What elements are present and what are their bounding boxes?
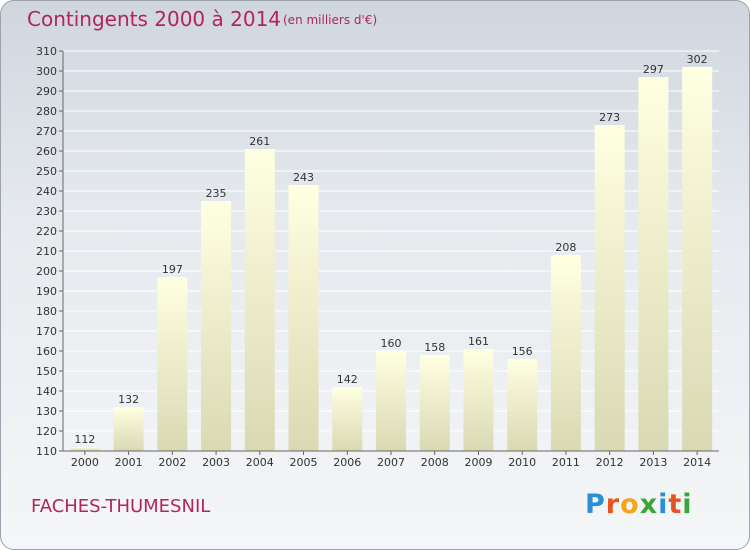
brand-letter: r bbox=[605, 489, 621, 520]
y-tick-label: 120 bbox=[36, 425, 57, 438]
data-label: 197 bbox=[162, 263, 183, 276]
brand-letter: x bbox=[639, 489, 659, 520]
brand-letter: i bbox=[682, 489, 693, 520]
bars bbox=[69, 67, 713, 451]
data-label: 302 bbox=[687, 53, 708, 66]
x-tick-label: 2011 bbox=[552, 456, 580, 469]
y-tick-label: 300 bbox=[36, 65, 57, 78]
bar-2001 bbox=[113, 407, 144, 451]
y-tick-label: 140 bbox=[36, 385, 57, 398]
y-tick-label: 290 bbox=[36, 85, 57, 98]
y-tick-label: 280 bbox=[36, 105, 57, 118]
x-tick-label: 2010 bbox=[508, 456, 536, 469]
y-tick-label: 160 bbox=[36, 345, 57, 358]
bar-2005 bbox=[288, 185, 319, 451]
proxiti-logo[interactable]: Proxiti bbox=[585, 489, 693, 520]
bar-2011 bbox=[550, 255, 581, 451]
x-tick-label: 2002 bbox=[158, 456, 186, 469]
x-axis-ticks: 2000 2001 2002 2003 2004 2005 2006 2007 2008 2009… bbox=[63, 450, 719, 469]
bar-2002 bbox=[157, 277, 188, 451]
bar-2009 bbox=[463, 349, 494, 451]
x-tick-label: 2005 bbox=[290, 456, 318, 469]
y-tick-label: 180 bbox=[36, 305, 57, 318]
y-tick-label: 200 bbox=[36, 265, 57, 278]
data-label: 243 bbox=[293, 171, 314, 184]
x-tick-label: 2001 bbox=[115, 456, 143, 469]
data-label: 297 bbox=[643, 63, 664, 76]
y-tick-label: 150 bbox=[36, 365, 57, 378]
data-label: 132 bbox=[118, 393, 139, 406]
bar-2006 bbox=[332, 387, 363, 451]
data-label: 156 bbox=[512, 345, 533, 358]
data-label: 158 bbox=[424, 341, 445, 354]
data-label: 273 bbox=[599, 111, 620, 124]
brand-letter: o bbox=[620, 489, 640, 520]
brand-letter: t bbox=[668, 489, 683, 520]
bar-2013 bbox=[638, 77, 669, 451]
bar-2000 bbox=[69, 447, 100, 451]
brand-letter: i bbox=[658, 489, 669, 520]
y-tick-label: 250 bbox=[36, 165, 57, 178]
y-axis-ticks: 110 120 130 140 150 160 170 180 190 200 210 220 230 2… bbox=[36, 45, 64, 458]
y-tick-label: 240 bbox=[36, 185, 57, 198]
data-label: 261 bbox=[249, 135, 270, 148]
bar-2007 bbox=[376, 351, 406, 451]
x-tick-label: 2006 bbox=[333, 456, 361, 469]
chart-subtitle: (en milliers d'€) bbox=[283, 13, 378, 27]
x-tick-label: 2013 bbox=[639, 456, 667, 469]
x-tick-label: 2012 bbox=[596, 456, 624, 469]
y-tick-label: 170 bbox=[36, 325, 57, 338]
bar-2010 bbox=[507, 359, 538, 451]
y-tick-label: 260 bbox=[36, 145, 57, 158]
y-tick-label: 220 bbox=[36, 225, 57, 238]
data-label: 161 bbox=[468, 335, 489, 348]
commune-name: FACHES-THUMESNIL bbox=[31, 496, 211, 517]
chart-title: Contingents 2000 à 2014 bbox=[27, 7, 282, 31]
y-tick-label: 130 bbox=[36, 405, 57, 418]
data-label: 208 bbox=[555, 241, 576, 254]
x-tick-label: 2009 bbox=[464, 456, 492, 469]
bar-2012 bbox=[594, 125, 625, 451]
y-tick-label: 190 bbox=[36, 285, 57, 298]
x-tick-label: 2004 bbox=[246, 456, 274, 469]
y-tick-label: 310 bbox=[36, 45, 57, 58]
data-label: 142 bbox=[337, 373, 358, 386]
bar-2003 bbox=[201, 201, 232, 451]
x-tick-label: 2014 bbox=[683, 456, 711, 469]
bar-2014 bbox=[682, 67, 713, 451]
data-label: 112 bbox=[74, 433, 95, 446]
data-label: 235 bbox=[206, 187, 227, 200]
brand-letter: P bbox=[585, 489, 606, 520]
y-tick-label: 270 bbox=[36, 125, 57, 138]
bar-2008 bbox=[419, 355, 450, 451]
y-tick-label: 210 bbox=[36, 245, 57, 258]
data-labels: 112 132 197 235 261 243 142 160 158 161 156 208 273 2… bbox=[74, 53, 707, 446]
y-tick-label: 230 bbox=[36, 205, 57, 218]
x-tick-label: 2008 bbox=[421, 456, 449, 469]
data-label: 160 bbox=[381, 337, 402, 350]
x-tick-label: 2003 bbox=[202, 456, 230, 469]
y-tick-label: 110 bbox=[36, 445, 57, 458]
bar-2004 bbox=[244, 149, 275, 451]
x-tick-label: 2007 bbox=[377, 456, 405, 469]
x-tick-label: 2000 bbox=[71, 456, 99, 469]
